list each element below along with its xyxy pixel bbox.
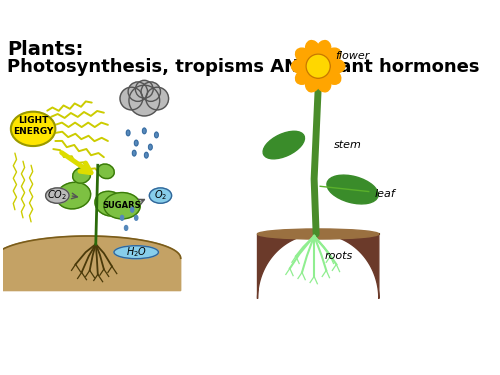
Ellipse shape — [114, 246, 158, 259]
Text: stem: stem — [334, 140, 362, 150]
Ellipse shape — [263, 131, 304, 159]
Ellipse shape — [296, 48, 314, 64]
Ellipse shape — [98, 164, 114, 178]
Text: roots: roots — [324, 251, 352, 261]
Ellipse shape — [134, 140, 138, 146]
Text: leaf: leaf — [375, 189, 396, 199]
Ellipse shape — [154, 132, 158, 138]
Ellipse shape — [327, 175, 378, 204]
Circle shape — [128, 82, 148, 101]
Circle shape — [146, 87, 169, 110]
Ellipse shape — [306, 76, 330, 87]
Ellipse shape — [296, 68, 314, 84]
Ellipse shape — [306, 73, 320, 92]
Ellipse shape — [124, 225, 128, 230]
Text: $O_2$: $O_2$ — [154, 189, 167, 202]
Text: LIGHT
ENERGY: LIGHT ENERGY — [13, 116, 53, 136]
Ellipse shape — [126, 130, 130, 136]
Ellipse shape — [316, 40, 331, 60]
Ellipse shape — [130, 207, 134, 212]
Ellipse shape — [144, 152, 148, 158]
Ellipse shape — [150, 188, 172, 203]
Text: SUGARS: SUGARS — [102, 201, 142, 210]
Ellipse shape — [104, 192, 141, 219]
Circle shape — [306, 54, 330, 78]
Ellipse shape — [46, 188, 69, 203]
Ellipse shape — [258, 229, 379, 239]
Ellipse shape — [326, 59, 345, 73]
Ellipse shape — [323, 68, 341, 84]
Text: $H_2O$: $H_2O$ — [126, 245, 147, 259]
Circle shape — [129, 85, 160, 116]
Ellipse shape — [148, 144, 152, 150]
Text: $CO_2$: $CO_2$ — [48, 189, 68, 202]
Polygon shape — [0, 236, 180, 291]
Text: Plants:: Plants: — [7, 40, 83, 59]
Ellipse shape — [306, 40, 320, 60]
Text: flower: flower — [335, 51, 370, 61]
Ellipse shape — [292, 59, 311, 73]
Polygon shape — [258, 234, 379, 299]
Ellipse shape — [142, 128, 146, 134]
Circle shape — [120, 87, 142, 110]
Ellipse shape — [72, 168, 90, 183]
Circle shape — [141, 82, 161, 101]
Ellipse shape — [120, 215, 124, 220]
Ellipse shape — [11, 112, 56, 146]
Ellipse shape — [134, 215, 138, 220]
Ellipse shape — [95, 191, 125, 216]
Ellipse shape — [323, 48, 341, 64]
Text: Photosynthesis, tropisms AND plant hormones: Photosynthesis, tropisms AND plant hormo… — [7, 58, 480, 76]
Ellipse shape — [56, 182, 90, 209]
Ellipse shape — [132, 150, 136, 156]
Circle shape — [136, 80, 153, 98]
Ellipse shape — [316, 73, 331, 92]
